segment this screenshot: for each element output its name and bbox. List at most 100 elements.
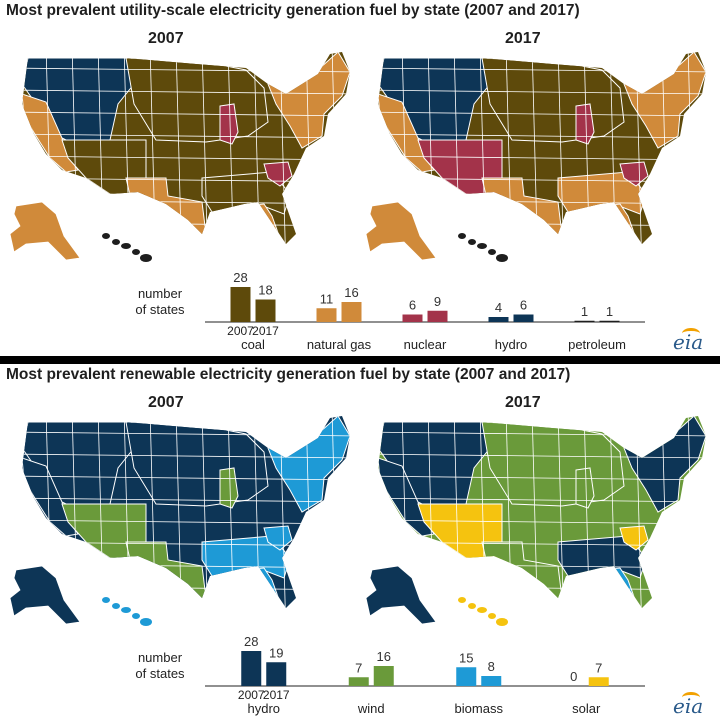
bar-natural-gas-2017: [341, 302, 362, 322]
region-hawaii: [132, 613, 140, 619]
state-border-h: [378, 111, 706, 117]
region-hawaii: [496, 254, 508, 262]
region-illinois: [575, 467, 595, 509]
region-hawaii: [468, 239, 476, 245]
panel-title: Most prevalent renewable electricity gen…: [6, 366, 571, 383]
region-hawaii: [132, 249, 140, 255]
state-border-h: [22, 111, 350, 117]
bar-nuclear-2017: [427, 310, 448, 322]
state-border-h: [378, 475, 706, 481]
region-hawaii: [140, 254, 152, 262]
bar-nuclear-2007: [402, 314, 423, 322]
region-southwest: [417, 503, 503, 561]
bar-hydro-2017: [513, 314, 534, 322]
region-hawaii: [477, 243, 487, 249]
region-illinois: [219, 467, 239, 509]
region-southwest: [417, 139, 503, 197]
data-label: 8: [488, 659, 495, 674]
year-heading-right: 2017: [505, 394, 541, 411]
state-border-h: [378, 453, 706, 459]
region-alaska: [9, 201, 81, 261]
region-hawaii: [496, 618, 508, 626]
eia-logo-arc: [682, 328, 700, 339]
category-label: coal: [241, 337, 265, 352]
data-label: 1: [606, 304, 613, 319]
region-hawaii: [102, 233, 110, 239]
bar-hydro-2017: [266, 662, 287, 686]
bar-wind-2017: [373, 666, 394, 686]
data-label: 1: [581, 304, 588, 319]
region-hawaii: [488, 613, 496, 619]
region-alaska: [365, 565, 437, 625]
region-illinois: [575, 103, 595, 145]
eia-logo: eia: [673, 330, 704, 354]
region-hawaii: [121, 243, 131, 249]
panel-title: Most prevalent utility-scale electricity…: [6, 2, 580, 19]
category-label: hydro: [247, 701, 280, 716]
year-label-2017: 2017: [263, 688, 290, 702]
state-border-h: [378, 89, 706, 95]
category-label: nuclear: [404, 337, 447, 352]
axis-label-line1: number: [138, 286, 183, 301]
state-border-h: [378, 519, 706, 525]
data-label: 7: [595, 660, 602, 675]
region-illinois: [219, 103, 239, 145]
category-label: wind: [357, 701, 385, 716]
region-hawaii: [468, 603, 476, 609]
state-border-h: [22, 89, 350, 95]
year-heading-left: 2007: [148, 30, 184, 47]
us-map-2007: [9, 52, 350, 262]
region-hawaii: [488, 249, 496, 255]
region-hawaii: [112, 603, 120, 609]
data-label: 16: [344, 285, 358, 300]
region-hawaii: [102, 597, 110, 603]
bar-hydro-2007: [241, 651, 262, 686]
data-label: 6: [409, 298, 416, 313]
state-border-h: [22, 519, 350, 525]
category-label: petroleum: [568, 337, 626, 352]
year-heading-left: 2007: [148, 394, 184, 411]
data-label: 7: [355, 660, 362, 675]
region-southwest: [61, 139, 147, 197]
axis-label-line1: number: [138, 650, 183, 665]
data-label: 16: [377, 649, 391, 664]
region-hawaii: [112, 239, 120, 245]
bar-wind-2007: [348, 677, 369, 686]
data-label: 4: [495, 300, 502, 315]
state-border-h: [22, 497, 350, 503]
year-heading-right: 2017: [505, 30, 541, 47]
category-label: natural gas: [307, 337, 372, 352]
bar-solar-2017: [588, 677, 609, 686]
us-map-2017: [365, 416, 706, 626]
region-hawaii: [458, 233, 466, 239]
state-border-h: [22, 133, 350, 139]
category-label: hydro: [495, 337, 528, 352]
region-hawaii: [121, 607, 131, 613]
bar-coal-2007: [230, 287, 251, 322]
bar-biomass-2007: [456, 667, 477, 686]
bar-natural-gas-2007: [316, 308, 337, 322]
eia-logo: eia: [673, 694, 704, 718]
state-border-h: [378, 497, 706, 503]
state-border-h: [22, 453, 350, 459]
bar-hydro-2007: [488, 317, 509, 322]
data-label: 6: [520, 298, 527, 313]
region-hawaii: [140, 618, 152, 626]
category-label: biomass: [455, 701, 504, 716]
region-alaska: [365, 201, 437, 261]
data-label: 11: [320, 291, 334, 306]
region-alaska: [9, 565, 81, 625]
data-label: 0: [570, 669, 577, 684]
state-border-h: [22, 155, 350, 161]
data-label: 28: [233, 270, 247, 285]
data-label: 9: [434, 294, 441, 309]
bar-biomass-2017: [481, 676, 502, 686]
us-map-2017: [365, 52, 706, 262]
axis-label-line2: of states: [135, 302, 185, 317]
panel-divider: [0, 356, 720, 364]
eia-logo-arc: [682, 692, 700, 703]
panel-utility-scale: Most prevalent utility-scale electricity…: [0, 0, 720, 356]
year-label-2017: 2017: [252, 324, 279, 338]
